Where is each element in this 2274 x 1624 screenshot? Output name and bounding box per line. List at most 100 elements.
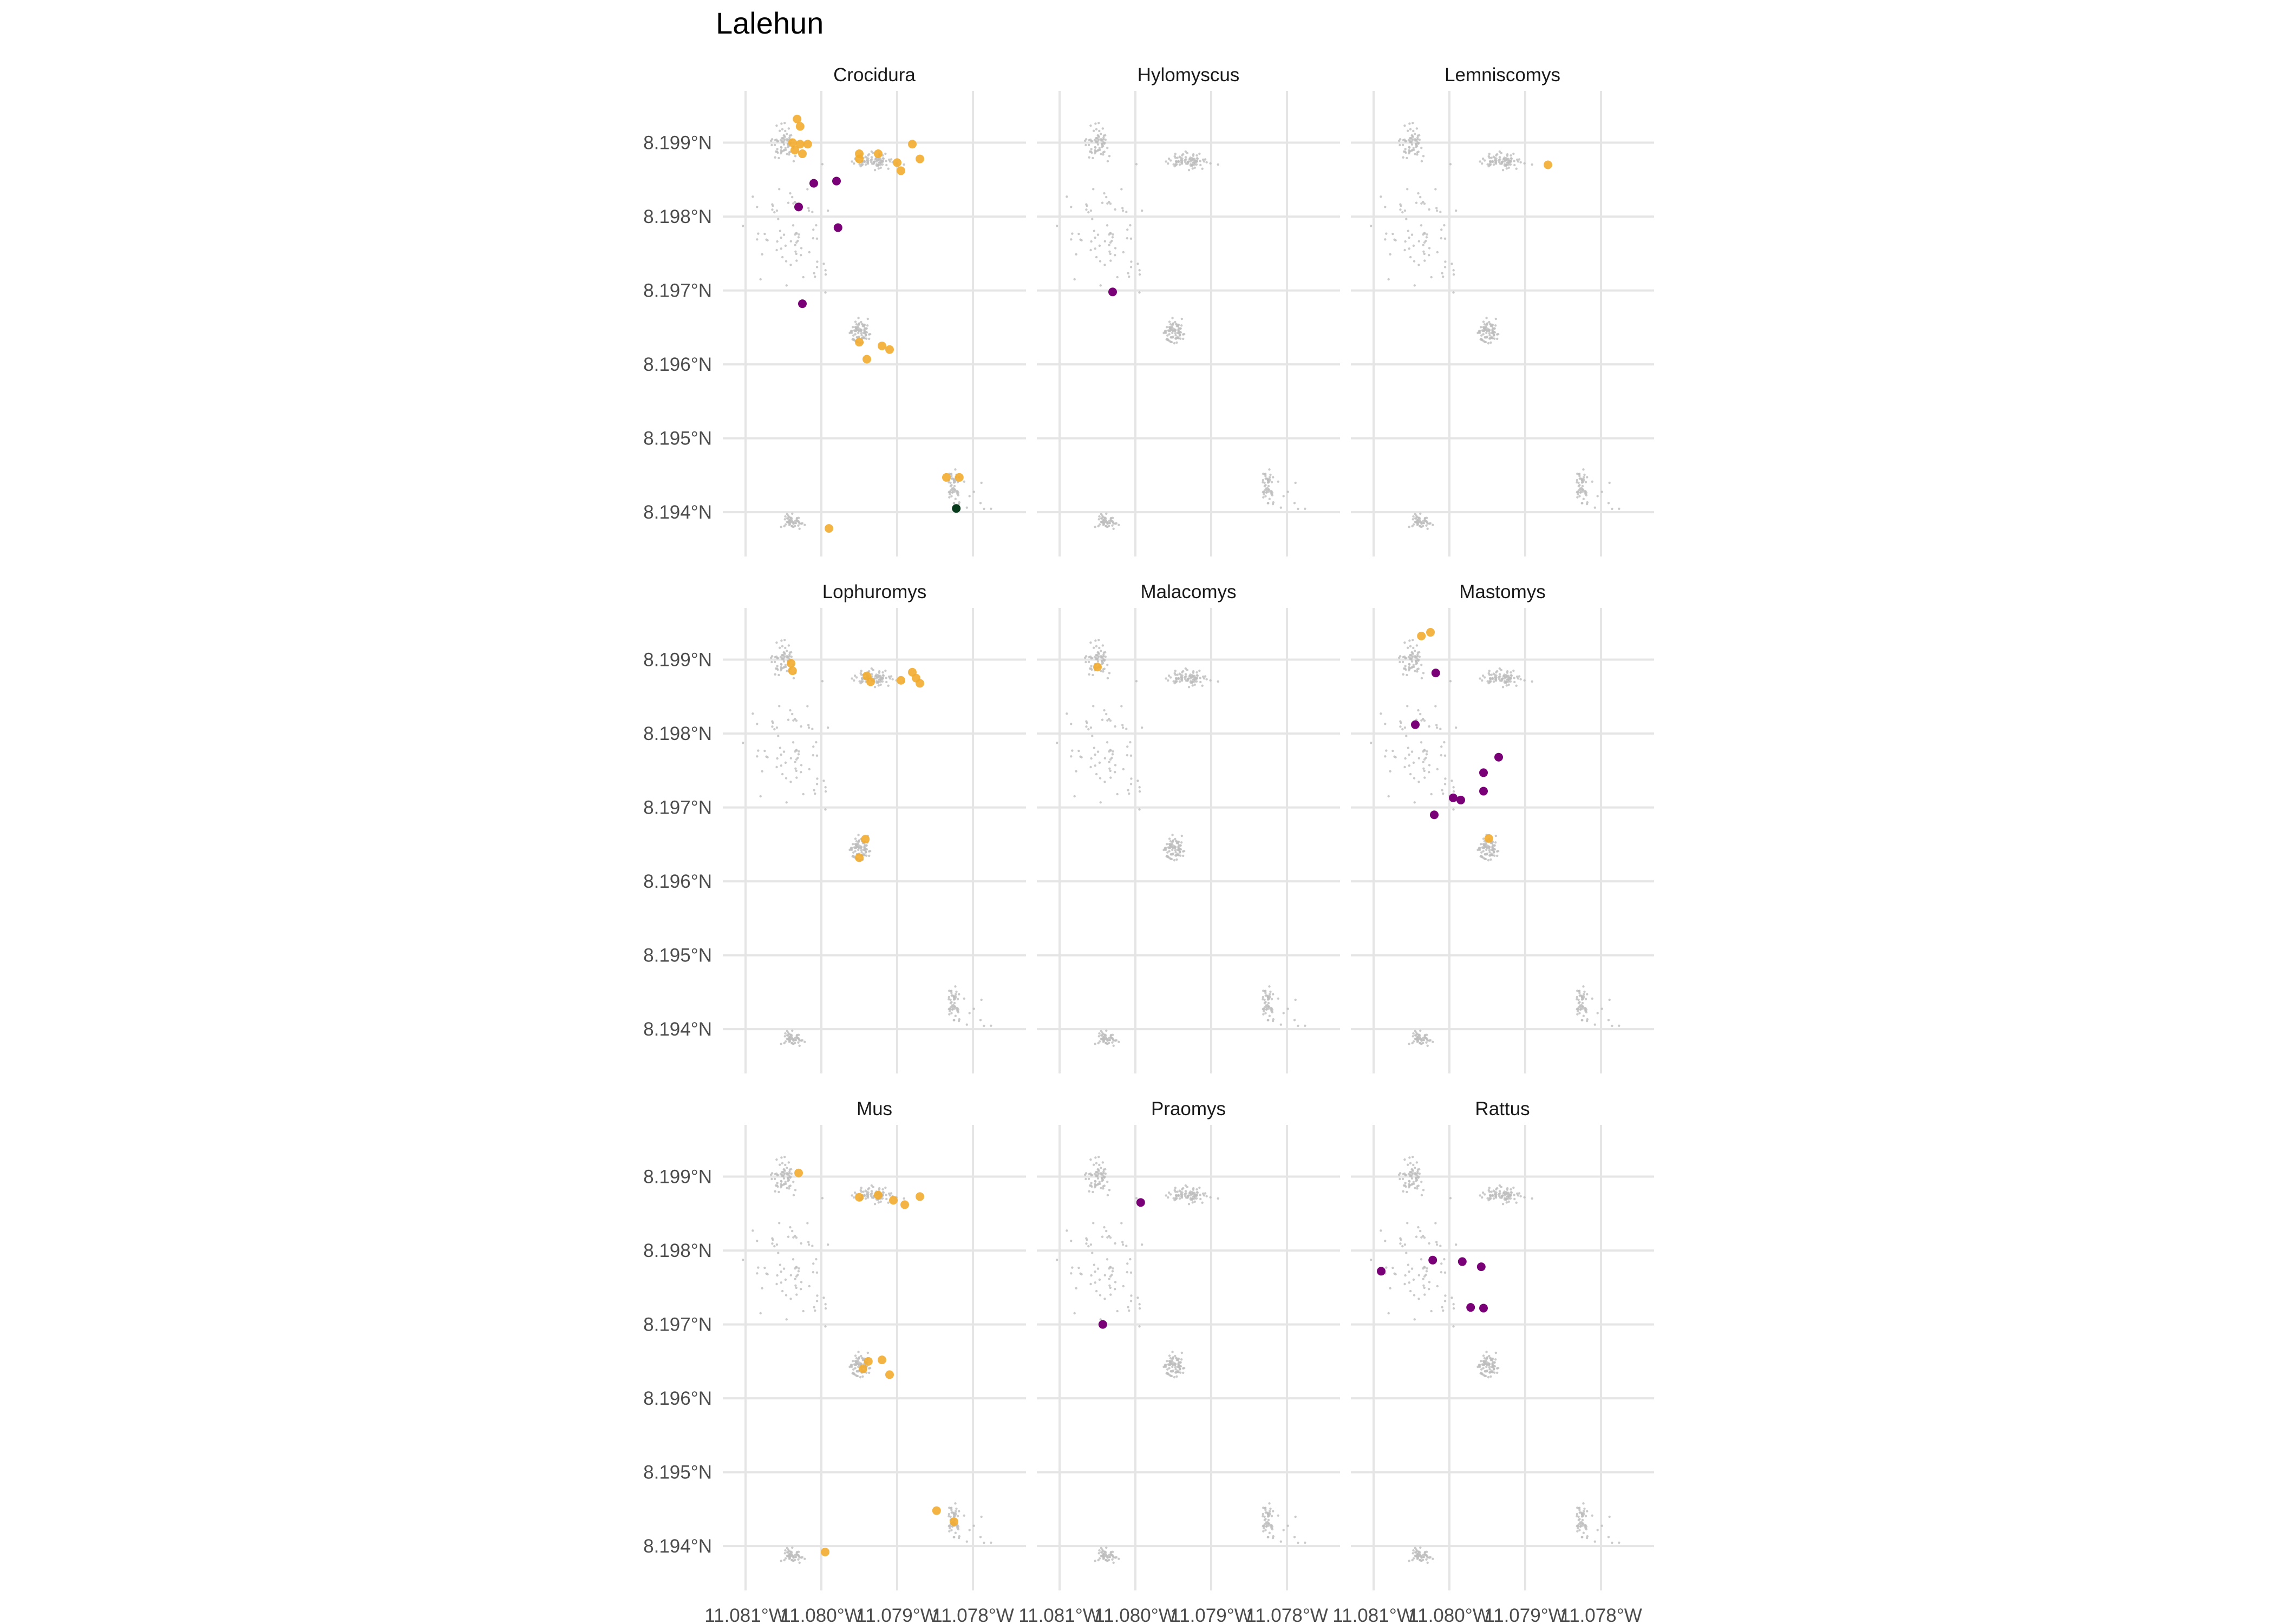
- background-point: [1421, 200, 1424, 204]
- background-point: [775, 667, 779, 670]
- background-point: [860, 1354, 862, 1358]
- background-point: [1454, 726, 1458, 729]
- background-point: [821, 163, 824, 166]
- background-point: [1209, 679, 1212, 682]
- y-tick-label: 8.194°N: [643, 1019, 712, 1040]
- background-point: [1171, 1365, 1174, 1368]
- background-point: [1416, 151, 1419, 154]
- background-point: [1109, 1286, 1112, 1289]
- background-point: [1265, 489, 1269, 492]
- background-point: [797, 1270, 800, 1273]
- background-point: [787, 1555, 789, 1557]
- background-point: [1387, 278, 1390, 281]
- background-point: [1111, 1033, 1114, 1036]
- background-point: [949, 1507, 952, 1510]
- background-point: [794, 1037, 796, 1039]
- background-point: [972, 490, 975, 493]
- background-point: [1576, 1515, 1578, 1518]
- background-point: [1178, 1366, 1180, 1368]
- background-point: [1488, 670, 1491, 672]
- background-point: [1406, 156, 1408, 160]
- background-point: [769, 656, 773, 659]
- background-point: [815, 741, 818, 744]
- background-point: [1100, 513, 1102, 515]
- background-point: [1444, 777, 1447, 780]
- background-point: [1385, 232, 1388, 235]
- background-point: [1380, 195, 1382, 198]
- background-point: [1138, 269, 1141, 272]
- background-point: [1070, 206, 1073, 208]
- background-point: [881, 1197, 884, 1200]
- background-point: [1105, 1034, 1107, 1037]
- background-point: [1485, 1365, 1488, 1368]
- background-point: [1108, 750, 1110, 753]
- background-point: [1502, 1191, 1505, 1195]
- background-point: [1430, 793, 1433, 796]
- background-point: [1510, 674, 1513, 677]
- background-point: [1518, 675, 1521, 678]
- x-tick-label: 11.079°W: [1170, 1605, 1252, 1624]
- background-point: [1452, 790, 1455, 793]
- background-point: [1179, 337, 1182, 340]
- background-point: [871, 162, 874, 165]
- x-tick-label: 11.081°W: [1018, 1605, 1100, 1624]
- background-point: [1171, 846, 1174, 849]
- background-point: [782, 660, 786, 663]
- background-point: [1410, 1183, 1413, 1186]
- background-point: [1493, 844, 1496, 847]
- background-point: [1105, 512, 1108, 515]
- background-point: [1584, 998, 1587, 1000]
- background-point: [1167, 1373, 1169, 1376]
- background-point: [1478, 1365, 1480, 1367]
- background-point: [794, 1284, 797, 1287]
- background-point: [1262, 1512, 1264, 1516]
- background-point: [1591, 997, 1593, 1000]
- background-point: [1410, 149, 1413, 152]
- background-point: [954, 1510, 957, 1512]
- y-tick-label: 8.199°N: [643, 650, 712, 671]
- background-point: [757, 749, 760, 752]
- background-point: [1181, 154, 1184, 157]
- background-point: [1478, 331, 1480, 333]
- background-point: [1423, 1286, 1426, 1289]
- background-point: [1413, 284, 1416, 287]
- background-point: [1402, 673, 1404, 676]
- data-point: [1479, 768, 1488, 777]
- background-point: [789, 781, 792, 783]
- background-point: [780, 152, 782, 155]
- background-point: [1178, 680, 1181, 683]
- background-point: [1109, 719, 1112, 722]
- background-point: [795, 1275, 798, 1278]
- background-point: [860, 1187, 862, 1189]
- background-point: [1505, 159, 1508, 161]
- background-point: [1204, 675, 1207, 678]
- background-point: [1108, 525, 1110, 527]
- x-tick-label: 11.080°W: [1094, 1605, 1176, 1624]
- background-point: [1488, 851, 1491, 854]
- background-point: [1488, 673, 1491, 676]
- background-point: [1407, 656, 1410, 659]
- background-point: [1426, 1267, 1428, 1270]
- background-point: [802, 276, 805, 279]
- background-point: [752, 195, 754, 198]
- background-point: [1501, 168, 1505, 172]
- background-point: [785, 133, 788, 135]
- background-point: [784, 1557, 787, 1560]
- background-point: [1380, 712, 1382, 715]
- data-point: [809, 179, 818, 188]
- background-point: [1499, 1196, 1502, 1199]
- background-point: [1191, 167, 1194, 170]
- background-point: [1481, 339, 1484, 342]
- background-point: [1410, 660, 1414, 663]
- background-point: [1487, 342, 1490, 345]
- background-point: [1581, 484, 1584, 488]
- background-point: [950, 1509, 953, 1511]
- data-point: [874, 149, 883, 159]
- background-point: [1109, 241, 1112, 244]
- background-point: [1415, 127, 1419, 130]
- background-point: [870, 156, 873, 159]
- data-point: [878, 1355, 886, 1365]
- background-point: [787, 1032, 790, 1035]
- background-point: [1579, 994, 1582, 997]
- background-point: [1486, 323, 1488, 326]
